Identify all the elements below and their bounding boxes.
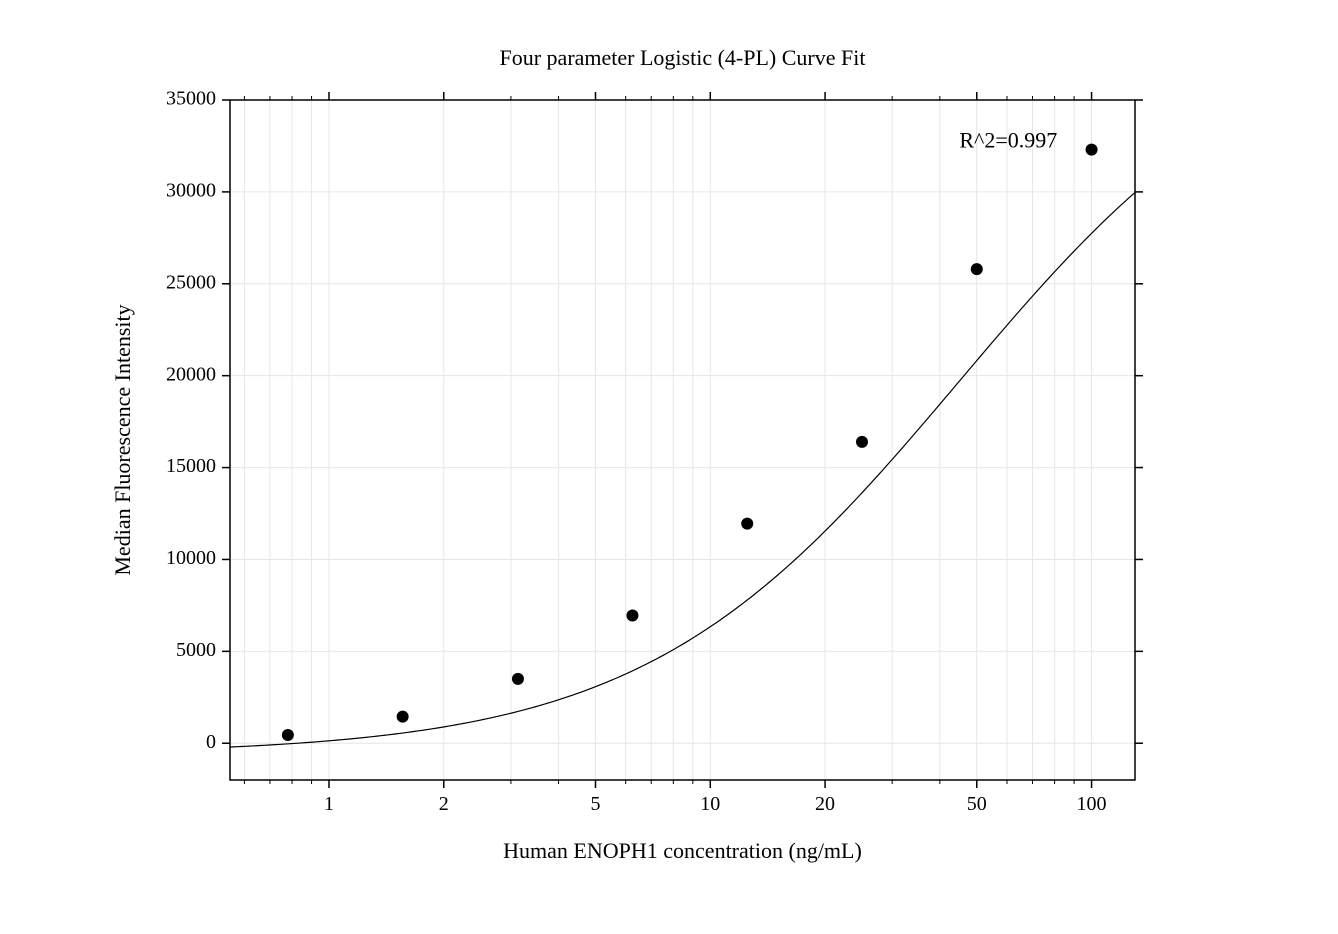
chart-container: 0 5000 10000 15000 20000 25000 30000 35000 1 2 5 10… [0,0,1338,934]
data-point [856,436,868,448]
y-tick-label: 15000 [166,455,216,477]
x-tick-label: 100 [1077,793,1107,815]
y-axis-label: Median Fluorescence Intensity [110,304,135,575]
x-axis-label: Human ENOPH1 concentration (ng/mL) [503,838,862,863]
y-tick-label: 10000 [166,547,216,569]
chart-title: Four parameter Logistic (4-PL) Curve Fit [500,45,866,70]
y-tick-label: 5000 [176,639,216,661]
x-tick-label: 5 [590,793,600,815]
data-point [741,518,753,530]
x-tick-label: 10 [700,793,720,815]
y-tick-label: 0 [206,731,216,753]
chart-svg: 0 5000 10000 15000 20000 25000 30000 35000 1 2 5 10… [0,0,1338,934]
x-tick-label: 20 [815,793,835,815]
data-point [397,711,409,723]
data-point [1086,144,1098,156]
r-squared-annotation: R^2=0.997 [959,128,1057,153]
y-tick-label: 35000 [166,88,216,110]
y-tick-label: 30000 [166,179,216,201]
x-tick-label: 1 [324,793,334,815]
y-tick-label: 25000 [166,271,216,293]
x-tick-label: 2 [439,793,449,815]
data-point [626,610,638,622]
data-point [971,263,983,275]
data-point [282,729,294,741]
data-point [512,673,524,685]
y-tick-label: 20000 [166,363,216,385]
x-tick-label: 50 [967,793,987,815]
